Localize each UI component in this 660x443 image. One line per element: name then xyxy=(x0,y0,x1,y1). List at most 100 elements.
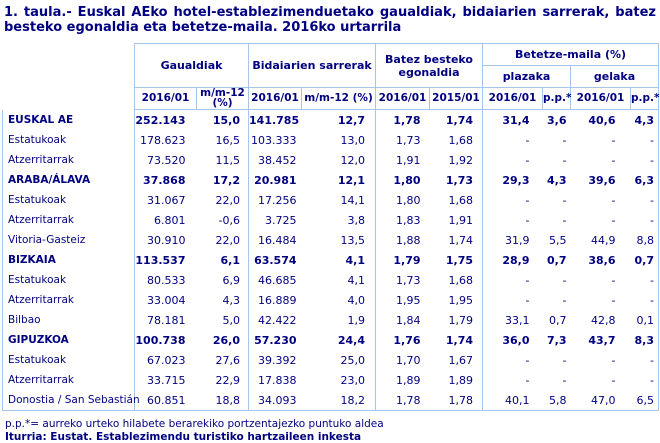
colgroup-betetze-maila: Betetze-maila (%) xyxy=(482,43,660,66)
cell: 1,73 xyxy=(396,133,421,147)
table-row: Donostia / San Sebastián 60.851 18,8 34.093… xyxy=(2,390,660,411)
cell: 22,0 xyxy=(196,230,250,250)
table-row: Vitoria-Gasteiz 30.910 22,0 16.484 13,5 1,88 1… xyxy=(2,230,660,250)
cell: 11,5 xyxy=(196,150,250,170)
cell: 60.851 xyxy=(134,390,197,411)
cell: - xyxy=(611,353,616,367)
cell: 26,0 xyxy=(196,330,250,350)
row-label: Vitoria-Gasteiz xyxy=(2,230,135,250)
table-row: Bilbao 78.181 5,0 42.422 1,9 1,84 1,79 33,1 0,7 4… xyxy=(2,310,660,330)
table-row: Atzerritarrak 33.715 22,9 17.838 23,0 1,89 1,8… xyxy=(2,370,660,390)
cell: 31,4 xyxy=(502,113,530,127)
cell: 6,5 xyxy=(630,390,660,411)
cell: 29,3 xyxy=(502,173,530,187)
cell: 1,78 xyxy=(393,113,421,127)
cell: - xyxy=(611,133,616,147)
cell: 6,1 xyxy=(196,250,250,270)
cell: - xyxy=(562,213,567,227)
cell: 63.574 xyxy=(254,253,297,267)
cell: - xyxy=(630,150,660,170)
colgroup-batez-besteko-egonaldia: Batez besteko egonaldia xyxy=(375,43,484,88)
cell: 13,5 xyxy=(301,230,377,250)
cell: 18,2 xyxy=(301,390,377,411)
row-label: Estatukoak xyxy=(2,270,135,290)
cell: 23,0 xyxy=(301,370,377,390)
cell: 1,78 xyxy=(375,390,430,411)
cell: 6,9 xyxy=(196,270,250,290)
cell: 252.143 xyxy=(135,113,186,127)
cell: 1,68 xyxy=(429,270,484,290)
cell: 1,73 xyxy=(396,273,421,287)
cell: 3,8 xyxy=(301,210,377,230)
row-label: GIPUZKOA xyxy=(2,330,135,350)
table-row: Estatukoak 80.533 6,9 46.685 4,1 1,73 1,68- - - - xyxy=(2,270,660,290)
col-plazaka-2016-01: 2016/01 xyxy=(482,87,544,110)
cell: - xyxy=(611,153,616,167)
cell: 78.181 xyxy=(147,313,186,327)
cell: 40,1 xyxy=(482,390,543,411)
col-egonaldia-2016-01: 2016/01 xyxy=(375,87,431,110)
cell: 46.685 xyxy=(258,273,297,287)
cell: - xyxy=(630,290,660,310)
row-label: EUSKAL AE xyxy=(2,109,135,130)
subgroup-gelaka: gelaka xyxy=(570,65,660,88)
cell: 42,8 xyxy=(591,313,616,327)
cell: - xyxy=(525,193,530,207)
cell: 43,7 xyxy=(588,333,616,347)
cell: 33.004 xyxy=(147,293,186,307)
cell: 1,79 xyxy=(393,253,421,267)
cell: 5,8 xyxy=(542,390,571,411)
cell: - xyxy=(525,373,530,387)
cell: - xyxy=(611,293,616,307)
cell: 80.533 xyxy=(147,273,186,287)
cell: 0,7 xyxy=(547,253,567,267)
cell: 1,91 xyxy=(396,153,421,167)
table-row: Atzerritarrak 6.801 -0,6 3.725 3,8 1,83 1,91- -… xyxy=(2,210,660,230)
cell: 15,0 xyxy=(196,109,250,130)
cell: 22,0 xyxy=(196,190,250,210)
row-label: Atzerritarrak xyxy=(2,290,135,310)
cell: 36,0 xyxy=(502,333,530,347)
cell: 44,9 xyxy=(591,233,616,247)
cell: - xyxy=(562,273,567,287)
cell: - xyxy=(525,353,530,367)
cell: 7,3 xyxy=(547,333,567,347)
cell: - xyxy=(562,353,567,367)
row-label: BIZKAIA xyxy=(2,250,135,270)
cell: 1,91 xyxy=(429,210,484,230)
cell: 1,79 xyxy=(429,310,484,330)
stats-table: Gaualdiak Bidaiarien sarrerak Batez best… xyxy=(2,43,660,411)
cell: 39,6 xyxy=(588,173,616,187)
cell: 38.452 xyxy=(258,153,297,167)
cell: - xyxy=(630,190,660,210)
cell: - xyxy=(630,210,660,230)
cell: 5,5 xyxy=(549,233,567,247)
source: Iturria: Eustat. Establezimendu turistik… xyxy=(5,431,362,443)
cell: 37.868 xyxy=(143,173,186,187)
row-label: ARABA/ÁLAVA xyxy=(2,170,135,190)
header-row-columns: 2016/01 m/m-12 (%) 2016/01 m/m-12 (%) 20… xyxy=(3,87,660,110)
cell: 0,1 xyxy=(630,310,660,330)
row-label: Atzerritarrak xyxy=(2,150,135,170)
cell: 47,0 xyxy=(570,390,631,411)
col-egonaldia-2015-01: 2015/01 xyxy=(429,87,484,110)
table-title: 1. taula.- Euskal AEko hotel-establezime… xyxy=(4,5,656,35)
cell: 8,8 xyxy=(630,230,660,250)
cell: 12,0 xyxy=(301,150,377,170)
cell: 17,2 xyxy=(196,170,250,190)
row-label: Atzerritarrak xyxy=(2,210,135,230)
cell: 3,6 xyxy=(547,113,567,127)
cell: 17.256 xyxy=(258,193,297,207)
table-row: GIPUZKOA 100.738 26,0 57.230 24,4 1,76 1,74 36,… xyxy=(2,330,660,350)
cell: 141.785 xyxy=(249,113,300,127)
row-label: Estatukoak xyxy=(2,130,135,150)
cell: 1,80 xyxy=(396,193,421,207)
cell: 4,1 xyxy=(301,270,377,290)
cell: 4,3 xyxy=(547,173,567,187)
cell: 34.093 xyxy=(248,390,302,411)
cell: 13,0 xyxy=(301,130,377,150)
table-header: Gaualdiak Bidaiarien sarrerak Batez best… xyxy=(2,43,660,110)
colgroup-bidaiarien-sarrerak: Bidaiarien sarrerak xyxy=(248,43,377,88)
table-row: Estatukoak 178.623 16,5 103.333 13,0 1,73 1,68… xyxy=(2,130,660,150)
cell: 18,8 xyxy=(196,390,250,411)
